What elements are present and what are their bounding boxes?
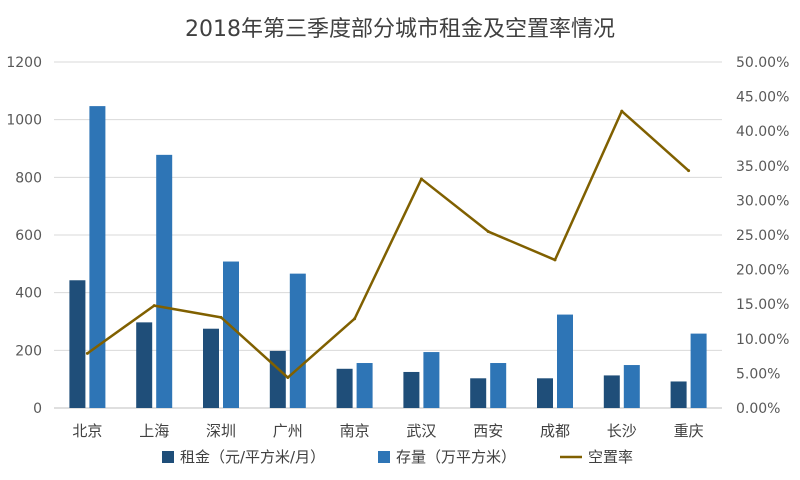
y-right-tick-label: 10.00% — [736, 332, 789, 348]
bar-stock — [557, 314, 573, 408]
bar-rent — [269, 350, 286, 408]
bar-stock — [223, 261, 239, 408]
legend-label: 租金（元/平方米/月） — [180, 448, 325, 466]
right-axis: 0.00% 5.00% 10.00% 15.00% 20.00% 25.00% 30.00%… — [736, 55, 789, 417]
chart-title: 2018年第三季度部分城市租金及空置率情况 — [185, 17, 615, 42]
y-right-tick-label: 35.00% — [736, 159, 789, 175]
bar-rent — [603, 375, 620, 408]
vacancy-point — [152, 304, 156, 308]
x-category-label: 深圳 — [206, 422, 236, 440]
vacancy-point — [553, 258, 557, 262]
x-category-label: 南京 — [340, 422, 370, 440]
bar-rent — [136, 322, 153, 408]
bar-stock — [623, 365, 640, 408]
x-category-label: 北京 — [72, 422, 102, 440]
x-category-label: 武汉 — [406, 422, 436, 440]
y-left-tick-label: 0 — [33, 401, 42, 417]
bar-stock — [89, 106, 106, 409]
bar-rent — [403, 371, 420, 408]
y-right-tick-label: 30.00% — [736, 193, 789, 209]
vacancy-point — [219, 315, 223, 319]
y-right-tick-label: 15.00% — [736, 297, 789, 313]
legend-swatch — [162, 451, 174, 463]
legend-swatch — [378, 451, 390, 463]
y-right-tick-label: 25.00% — [736, 228, 789, 244]
bar-series — [69, 106, 707, 409]
x-category-label: 成都 — [540, 422, 570, 440]
y-right-tick-label: 20.00% — [736, 263, 789, 279]
vacancy-point — [486, 230, 490, 234]
bar-stock — [156, 154, 173, 408]
bar-stock — [289, 273, 306, 408]
x-axis: 北京 上海 深圳 广州 南京 武汉 西安 成都 长沙 重庆 — [72, 422, 703, 440]
y-left-tick-label: 400 — [15, 286, 42, 302]
y-left-tick-label: 1200 — [6, 55, 42, 71]
vacancy-point — [419, 177, 423, 181]
vacancy-point — [286, 376, 290, 380]
legend: 租金（元/平方米/月） 存量（万平方米） 空置率 — [162, 448, 633, 466]
x-category-label: 长沙 — [607, 422, 637, 440]
y-right-tick-label: 45.00% — [736, 90, 789, 106]
x-category-label: 上海 — [139, 422, 169, 440]
vacancy-point — [620, 109, 624, 113]
vacancy-line — [86, 109, 690, 379]
y-left-tick-label: 800 — [15, 170, 42, 186]
bar-rent — [537, 378, 553, 408]
line-series — [85, 109, 691, 380]
y-left-tick-label: 600 — [15, 228, 42, 244]
bar-rent — [69, 280, 86, 408]
y-left-tick-label: 200 — [15, 343, 42, 359]
bar-stock — [690, 333, 707, 408]
bar-rent — [203, 328, 219, 408]
legend-label: 存量（万平方米） — [396, 448, 516, 466]
legend-label: 空置率 — [588, 448, 633, 466]
y-right-tick-label: 0.00% — [736, 401, 780, 417]
y-left-tick-label: 1000 — [6, 113, 42, 129]
bar-stock — [356, 363, 373, 408]
x-category-label: 西安 — [473, 422, 503, 440]
x-category-label: 重庆 — [674, 422, 704, 440]
bar-rent — [470, 378, 487, 408]
vacancy-point — [687, 169, 691, 173]
vacancy-point — [353, 317, 357, 321]
x-category-label: 广州 — [273, 422, 303, 440]
bar-stock — [490, 363, 507, 408]
bar-rent — [336, 368, 353, 408]
y-right-tick-label: 50.00% — [736, 55, 789, 71]
bar-rent — [670, 381, 687, 408]
y-right-tick-label: 40.00% — [736, 124, 789, 140]
left-axis: 0 200 400 600 800 1000 1200 — [6, 55, 42, 417]
y-right-tick-label: 5.00% — [736, 366, 780, 382]
vacancy-point — [85, 351, 89, 355]
bar-stock — [423, 352, 440, 408]
